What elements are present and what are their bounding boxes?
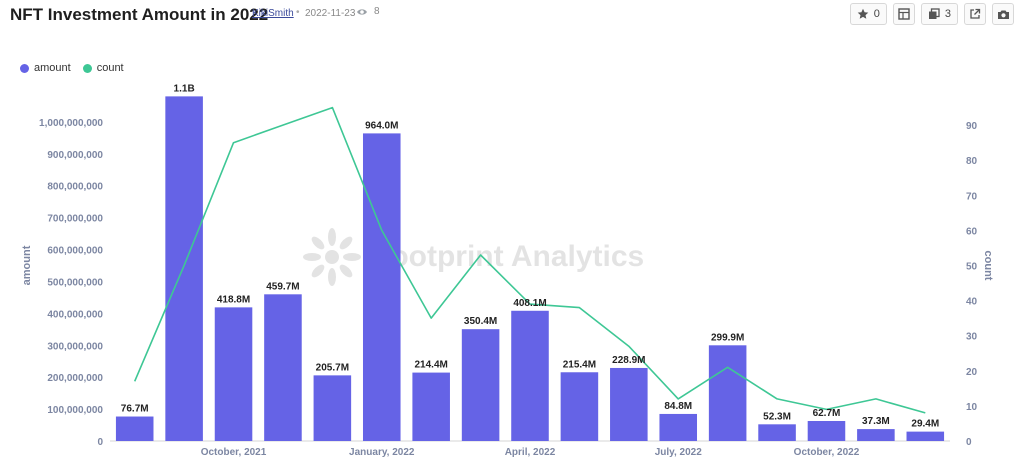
bar-amount bbox=[906, 431, 945, 441]
duplicate-button[interactable]: 3 bbox=[920, 3, 958, 25]
y-right-tick-label: 70 bbox=[966, 191, 978, 202]
bar-data-label: 964.0M bbox=[365, 120, 398, 131]
bar-data-label: 29.4M bbox=[911, 419, 939, 430]
y-right-tick-label: 40 bbox=[966, 297, 978, 308]
favorite-count: 0 bbox=[873, 8, 880, 20]
bar-amount bbox=[362, 133, 401, 441]
bar-amount bbox=[214, 307, 253, 441]
view-count: 8 bbox=[356, 6, 380, 17]
bar-data-label: 1.1B bbox=[174, 83, 195, 94]
bar-amount bbox=[115, 416, 154, 441]
separator-dot: • bbox=[296, 7, 300, 18]
bar-amount bbox=[659, 413, 698, 441]
y-left-tick-label: 800,000,000 bbox=[47, 182, 103, 193]
y-left-tick-label: 100,000,000 bbox=[47, 405, 103, 416]
y-right-tick-label: 20 bbox=[966, 367, 978, 378]
y-right-tick-label: 50 bbox=[966, 262, 978, 273]
bar-data-label: 418.8M bbox=[217, 294, 250, 305]
y-left-tick-label: 200,000,000 bbox=[47, 373, 103, 384]
x-tick-label: July, 2022 bbox=[655, 447, 703, 458]
bar-data-label: 37.3M bbox=[862, 416, 890, 427]
y-left-tick-label: 500,000,000 bbox=[47, 277, 103, 288]
chart-title: NFT Investment Amount in 2022 bbox=[10, 5, 269, 24]
bar-amount bbox=[560, 372, 599, 441]
bar-amount bbox=[807, 420, 846, 441]
author-link[interactable]: KikiSmith bbox=[252, 8, 294, 19]
bar-amount bbox=[264, 294, 302, 441]
legend-swatch-amount bbox=[20, 63, 29, 73]
duplicate-count: 3 bbox=[944, 8, 951, 20]
x-tick-label: April, 2022 bbox=[505, 447, 556, 458]
add-to-dashboard-button[interactable] bbox=[892, 3, 915, 25]
publish-date: 2022-11-23 bbox=[305, 8, 356, 19]
bar-amount bbox=[313, 375, 352, 441]
bar-data-label: 76.7M bbox=[121, 404, 149, 415]
bar-amount bbox=[165, 96, 203, 441]
y-left-tick-label: 900,000,000 bbox=[47, 150, 103, 161]
bar-amount bbox=[511, 310, 549, 441]
bar-data-label: 408.1M bbox=[513, 298, 546, 309]
y-right-tick-label: 90 bbox=[966, 121, 978, 132]
bar-data-label: 205.7M bbox=[316, 362, 349, 373]
bar-data-label: 214.4M bbox=[414, 360, 447, 371]
x-tick-label: January, 2022 bbox=[349, 447, 415, 458]
chart-legend: amount count bbox=[20, 62, 124, 74]
screenshot-button[interactable] bbox=[992, 3, 1014, 25]
external-link-icon bbox=[970, 8, 981, 19]
y-right-tick-label: 80 bbox=[966, 156, 978, 167]
y-left-tick-label: 0 bbox=[97, 437, 103, 448]
bar-amount bbox=[610, 367, 648, 441]
eye-icon bbox=[357, 8, 367, 15]
legend-item-amount[interactable]: amount bbox=[20, 62, 71, 74]
y-left-tick-label: 400,000,000 bbox=[47, 309, 103, 320]
bar-amount bbox=[857, 429, 895, 441]
view-count-value: 8 bbox=[374, 6, 380, 17]
bar-data-label: 215.4M bbox=[563, 359, 596, 370]
legend-label-count: count bbox=[96, 62, 124, 74]
y-right-tick-label: 30 bbox=[966, 332, 978, 343]
dashboard-icon bbox=[898, 8, 910, 20]
toolbar: 0 3 bbox=[849, 3, 1014, 25]
favorite-button[interactable]: 0 bbox=[849, 3, 887, 25]
bar-data-label: 459.7M bbox=[266, 281, 299, 292]
bar-amount bbox=[412, 372, 450, 441]
chart-header: NFT Investment Amount in 2022 KikiSmith … bbox=[10, 0, 1014, 30]
bar-data-label: 84.8M bbox=[664, 401, 692, 412]
bar-amount bbox=[758, 424, 796, 441]
x-tick-label: October, 2022 bbox=[794, 447, 860, 458]
bar-amount bbox=[708, 345, 747, 441]
bar-amount bbox=[461, 329, 500, 441]
y-left-tick-label: 600,000,000 bbox=[47, 246, 103, 257]
bar-data-label: 52.3M bbox=[763, 411, 791, 422]
y-left-axis-title: amount bbox=[21, 245, 33, 285]
bar-data-label: 62.7M bbox=[813, 408, 841, 419]
y-left-tick-label: 300,000,000 bbox=[47, 341, 103, 352]
copy-icon bbox=[928, 8, 940, 19]
y-right-axis-title: count bbox=[982, 251, 994, 281]
open-external-button[interactable] bbox=[964, 3, 986, 25]
y-left-tick-label: 1,000,000,000 bbox=[39, 118, 103, 129]
y-right-tick-label: 0 bbox=[966, 437, 972, 448]
y-right-tick-label: 60 bbox=[966, 226, 978, 237]
bar-data-label: 299.9M bbox=[711, 332, 744, 343]
legend-item-count[interactable]: count bbox=[82, 62, 124, 74]
x-tick-label: October, 2021 bbox=[201, 447, 267, 458]
legend-swatch-count bbox=[82, 63, 92, 73]
y-right-tick-label: 10 bbox=[966, 402, 978, 413]
line-count bbox=[133, 106, 926, 414]
bar-data-label: 350.4M bbox=[464, 316, 497, 327]
legend-label-amount: amount bbox=[34, 62, 71, 74]
bar-data-label: 228.9M bbox=[612, 355, 645, 366]
star-icon bbox=[857, 8, 869, 19]
camera-icon bbox=[997, 10, 1009, 19]
y-left-tick-label: 700,000,000 bbox=[47, 214, 103, 225]
